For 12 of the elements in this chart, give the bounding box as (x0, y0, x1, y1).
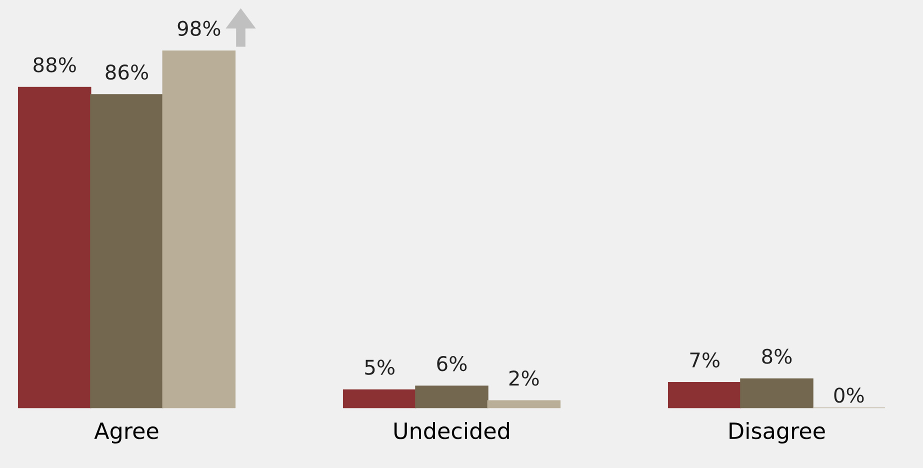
data-label: 2% (509, 370, 539, 386)
data-label: 98% (178, 20, 220, 36)
data-label: 86% (106, 64, 148, 80)
data-label: 0% (834, 388, 864, 403)
data-label: 88% (34, 57, 76, 72)
x-tick-label: Disagree (730, 422, 825, 444)
data-label: 7% (690, 352, 720, 368)
data-label: 8% (762, 348, 792, 364)
x-tick-label: Agree (94, 422, 158, 444)
data-label: 5% (365, 360, 394, 375)
data-label: 6% (437, 356, 467, 372)
x-tick-label: Undecided (394, 422, 509, 440)
